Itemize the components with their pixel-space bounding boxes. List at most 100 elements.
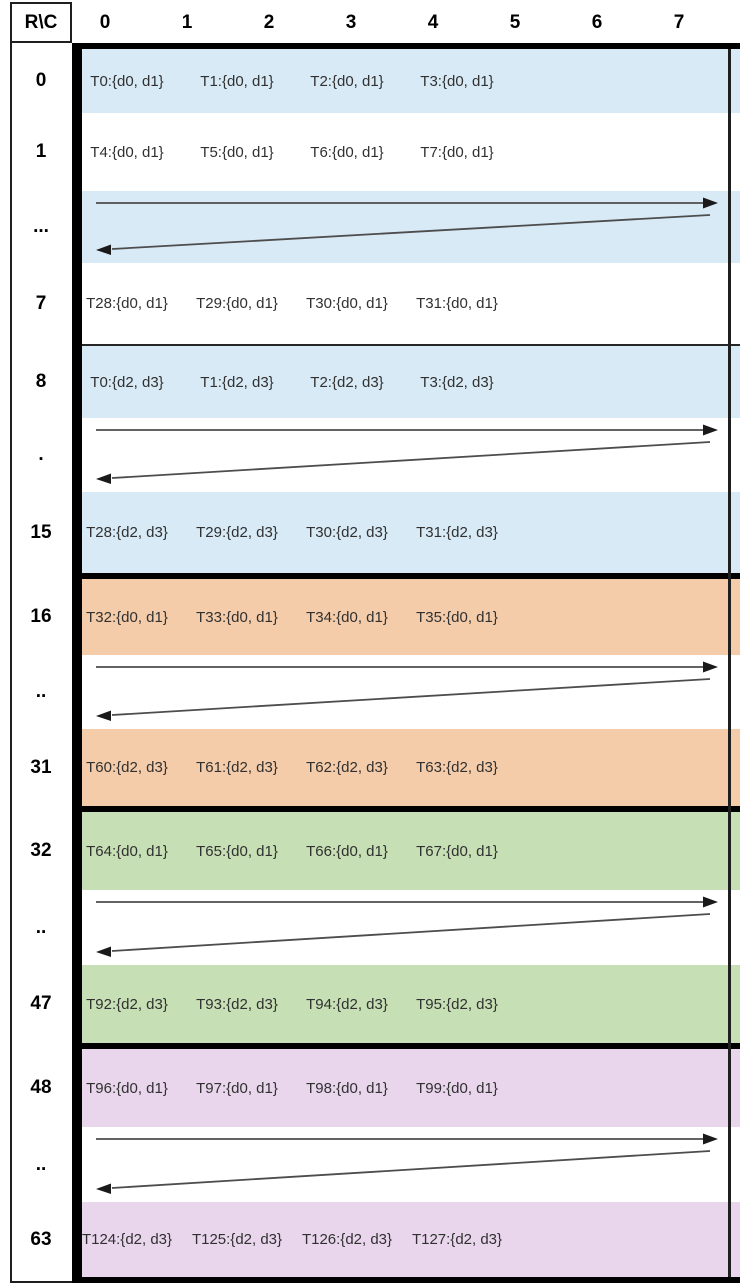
- arrow-band-row: [82, 1127, 740, 1202]
- thread-cells: T32:{d0, d1} T33:{d0, d1} T34:{d0, d1} T35:…: [72, 579, 512, 655]
- thread-cell: T63:{d2, d3}: [416, 759, 498, 776]
- thread-cell: T29:{d0, d1}: [196, 295, 278, 312]
- section-divider: [82, 1043, 740, 1049]
- row-label-column-frame: [10, 2, 72, 1283]
- thread-cell: T93:{d2, d3}: [196, 995, 278, 1013]
- grid-body: T0:{d0, d1} T1:{d0, d1} T2:{d0, d1} T3:{d0,…: [72, 43, 740, 1283]
- thread-cells: T4:{d0, d1} T5:{d0, d1} T6:{d0, d1} T7:{d0,…: [72, 113, 512, 191]
- thread-row: T92:{d2, d3} T93:{d2, d3} T94:{d2, d3} T95:…: [82, 965, 740, 1043]
- thread-cells: T96:{d0, d1} T97:{d0, d1} T98:{d0, d1} T99:…: [72, 1049, 512, 1127]
- thread-cell: T2:{d0, d1}: [310, 72, 384, 90]
- snake-wrap-arrows: [96, 896, 718, 957]
- thread-cell: T126:{d2, d3}: [301, 1231, 393, 1248]
- arrow-band-row: [82, 890, 740, 965]
- column-header: 5: [509, 11, 521, 33]
- thread-row: T64:{d0, d1} T65:{d0, d1} T66:{d0, d1} T67:…: [82, 812, 740, 890]
- thread-cell: T1:{d0, d1}: [200, 72, 274, 90]
- corner-cell: R\C: [10, 2, 72, 43]
- left-arrowhead-icon: [96, 710, 111, 721]
- row-label: 8: [35, 371, 47, 392]
- row-label: 31: [30, 756, 52, 778]
- row-label: ..: [35, 681, 47, 702]
- section-divider: [82, 573, 740, 579]
- arrow-band-row: [82, 418, 740, 492]
- column-header: 3: [345, 11, 357, 33]
- column-header: 6: [591, 11, 603, 33]
- thread-cell: T31:{d2, d3}: [416, 524, 498, 541]
- column-header: 0: [99, 11, 111, 33]
- snake-wrap-arrows: [96, 1133, 718, 1194]
- thread-cell: T97:{d0, d1}: [196, 1079, 278, 1097]
- thread-cell: T30:{d0, d1}: [306, 295, 388, 312]
- right-arrowhead-icon: [703, 197, 718, 209]
- left-arrowhead-icon: [96, 244, 111, 255]
- column-header: 4: [427, 11, 439, 33]
- thread-cell: T6:{d0, d1}: [310, 143, 384, 161]
- thread-row: T96:{d0, d1} T97:{d0, d1} T98:{d0, d1} T99:…: [82, 1049, 740, 1127]
- row-labels-column: 0 1... 7 8. 15 16.. 31 32.. 47 48.. 63: [10, 49, 72, 1277]
- thread-cell: T62:{d2, d3}: [306, 759, 388, 776]
- wrap-back-arrow-line: [111, 441, 711, 479]
- thread-cell: T99:{d0, d1}: [416, 1079, 498, 1097]
- thread-cell: T61:{d2, d3}: [196, 759, 278, 776]
- snake-wrap-arrows: [96, 424, 718, 484]
- thread-cell: T67:{d0, d1}: [416, 842, 498, 860]
- right-arrowhead-icon: [703, 424, 718, 436]
- arrow-band-row: [82, 191, 740, 263]
- left-arrowhead-icon: [96, 946, 111, 957]
- thread-cells: T0:{d2, d3} T1:{d2, d3} T2:{d2, d3} T3:{d2,…: [72, 346, 512, 418]
- column-header: 2: [263, 11, 275, 33]
- thread-cell: T125:{d2, d3}: [191, 1231, 283, 1248]
- thread-cell: T60:{d2, d3}: [86, 759, 168, 776]
- thread-cell: T0:{d0, d1}: [90, 72, 164, 90]
- column-header: 7: [673, 11, 685, 33]
- thread-cell: T96:{d0, d1}: [86, 1079, 168, 1097]
- wrap-back-arrow-line: [111, 913, 711, 952]
- right-arrowhead-icon: [703, 896, 718, 908]
- row-label: 1: [35, 141, 47, 162]
- row-label: ..: [35, 916, 47, 938]
- thread-cell: T32:{d0, d1}: [86, 608, 168, 626]
- row-label: 0: [35, 70, 47, 91]
- row-label: 63: [30, 1228, 52, 1250]
- row-label: 7: [35, 292, 47, 314]
- row-label: 47: [30, 993, 52, 1014]
- thread-cell: T31:{d0, d1}: [416, 295, 498, 312]
- thread-cells: T0:{d0, d1} T1:{d0, d1} T2:{d0, d1} T3:{d0,…: [72, 49, 512, 113]
- right-arrowhead-icon: [703, 661, 718, 673]
- thread-row: T4:{d0, d1} T5:{d0, d1} T6:{d0, d1} T7:{d0,…: [82, 113, 740, 191]
- arrow-band-row: [82, 655, 740, 729]
- thread-cells: T92:{d2, d3} T93:{d2, d3} T94:{d2, d3} T95:…: [72, 965, 512, 1043]
- row-label: ..: [35, 1153, 47, 1175]
- thread-row: T124:{d2, d3} T125:{d2, d3} T126:{d2, d3} T…: [82, 1202, 740, 1277]
- thread-cells: T60:{d2, d3} T61:{d2, d3} T62:{d2, d3} T63:…: [72, 729, 512, 806]
- thread-row: T60:{d2, d3} T61:{d2, d3} T62:{d2, d3} T63:…: [82, 729, 740, 806]
- thread-row: T32:{d0, d1} T33:{d0, d1} T34:{d0, d1} T35:…: [82, 579, 740, 655]
- row-label: 15: [30, 521, 52, 543]
- wrap-back-arrow-line: [111, 214, 711, 250]
- row-label: 32: [30, 840, 52, 861]
- left-arrowhead-icon: [96, 1183, 111, 1194]
- thread-cell: T29:{d2, d3}: [196, 524, 278, 541]
- thread-row: T0:{d0, d1} T1:{d0, d1} T2:{d0, d1} T3:{d0,…: [82, 49, 740, 113]
- snake-wrap-arrows: [96, 661, 718, 721]
- column-header: 1: [181, 11, 193, 33]
- thread-cell: T124:{d2, d3}: [81, 1231, 173, 1248]
- thread-cell: T65:{d0, d1}: [196, 842, 278, 860]
- thread-cell: T94:{d2, d3}: [306, 995, 388, 1013]
- row-group-thin-divider: [82, 344, 740, 346]
- row-label: 16: [30, 606, 52, 627]
- wrap-back-arrow-line: [111, 1150, 711, 1189]
- thread-cells: T28:{d0, d1} T29:{d0, d1} T30:{d0, d1} T31:…: [72, 263, 512, 344]
- column-cut-border: [728, 49, 731, 1277]
- thread-cell: T64:{d0, d1}: [86, 842, 168, 860]
- thread-cell: T7:{d0, d1}: [420, 143, 494, 161]
- row-label: .: [38, 444, 44, 465]
- thread-cell: T33:{d0, d1}: [196, 608, 278, 626]
- thread-cell: T0:{d2, d3}: [90, 373, 164, 391]
- thread-row: T0:{d2, d3} T1:{d2, d3} T2:{d2, d3} T3:{d2,…: [82, 346, 740, 418]
- thread-cell: T28:{d2, d3}: [86, 524, 168, 541]
- thread-cell: T127:{d2, d3}: [411, 1231, 503, 1248]
- thread-cell: T5:{d0, d1}: [200, 143, 274, 161]
